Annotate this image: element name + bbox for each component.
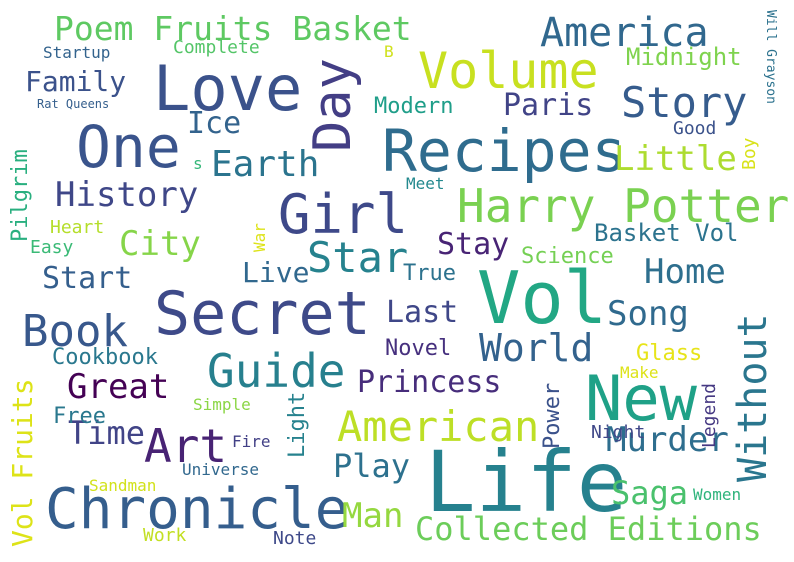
word-collected-editions: Collected Editions <box>415 510 762 548</box>
word-world: World <box>479 326 594 370</box>
word-book: Book <box>22 306 128 357</box>
word-easy: Easy <box>30 237 74 258</box>
word-love: Love <box>153 52 303 125</box>
word-family: Family <box>25 65 127 98</box>
word-without: Without <box>730 313 776 482</box>
word-glass: Glass <box>636 341 703 366</box>
word-complete: Complete <box>173 37 260 58</box>
word-meet: Meet <box>406 174 445 193</box>
word-women: Women <box>693 485 742 504</box>
word-b: B <box>384 42 394 61</box>
word-science: Science <box>521 244 614 269</box>
word-boy: Boy <box>739 137 760 170</box>
word-modern: Modern <box>374 94 454 119</box>
word-murder: Murder <box>606 420 729 460</box>
word-princess: Princess <box>357 365 502 400</box>
word-live: Live <box>242 256 310 289</box>
word-start: Start <box>42 261 133 296</box>
word-earth: Earth <box>211 144 320 185</box>
word-power: Power <box>540 382 565 449</box>
word-pilgrim: Pilgrim <box>8 149 33 242</box>
word-simple: Simple <box>193 395 251 414</box>
word-volume: Volume <box>418 42 599 100</box>
word-paris: Paris <box>503 88 594 123</box>
word-legend: Legend <box>699 382 720 448</box>
word-war: War <box>250 223 269 252</box>
word-cookbook: Cookbook <box>52 345 158 370</box>
word-new: New <box>585 362 697 435</box>
word-time: Time <box>68 414 146 452</box>
word-novel: Novel <box>385 336 452 361</box>
word-free: Free <box>53 404 106 429</box>
word-chronicle: Chronicle <box>45 477 349 542</box>
word-make: Make <box>620 363 659 382</box>
word-fire: Fire <box>232 432 271 451</box>
word-guide: Guide <box>207 344 346 398</box>
word-poem-fruits-basket: Poem Fruits Basket <box>54 9 412 48</box>
word-good: Good <box>673 118 717 139</box>
word-harry-potter: Harry Potter <box>457 179 790 233</box>
word-man: Man <box>342 496 404 536</box>
word-life: Life <box>425 433 628 531</box>
word-recipes: Recipes <box>382 117 627 185</box>
word-play: Play <box>333 447 411 485</box>
word-last: Last <box>386 295 459 330</box>
word-home: Home <box>644 252 726 292</box>
word-s: s <box>193 154 203 173</box>
word-work: Work <box>143 525 187 546</box>
word-true: True <box>403 261 456 286</box>
word-saga: Saga <box>611 474 689 512</box>
word-song: Song <box>607 294 689 334</box>
word-one: One <box>76 113 181 181</box>
word-vol: Vol <box>477 256 608 340</box>
word-day: Day <box>303 58 363 152</box>
word-note: Note <box>273 528 317 549</box>
word-sandman: Sandman <box>89 476 157 495</box>
word-ice: Ice <box>187 106 242 141</box>
word-startup: Startup <box>43 43 111 62</box>
word-heart: Heart <box>50 217 105 238</box>
word-will-grayson: Will Grayson <box>763 10 778 104</box>
word-light: Light <box>285 391 310 458</box>
word-little: Little <box>614 139 737 179</box>
word-universe: Universe <box>182 460 260 479</box>
word-story: Story <box>621 78 748 127</box>
word-history: History <box>55 175 199 215</box>
word-great: Great <box>67 367 170 407</box>
word-america: America <box>540 10 709 56</box>
word-basket-vol: Basket Vol <box>594 219 739 247</box>
word-art: Art <box>144 419 228 473</box>
word-vol-fruits: Vol Fruits <box>6 378 39 547</box>
word-city: City <box>119 224 201 264</box>
word-midnight: Midnight <box>626 43 742 71</box>
word-stay: Stay <box>437 227 510 262</box>
word-american: American <box>337 402 540 451</box>
word-secret: Secret <box>154 279 371 349</box>
word-night: Night <box>591 422 646 443</box>
word-star: Star <box>307 233 409 282</box>
word-girl: Girl <box>278 183 409 246</box>
word-rat-queens: Rat Queens <box>37 97 110 111</box>
